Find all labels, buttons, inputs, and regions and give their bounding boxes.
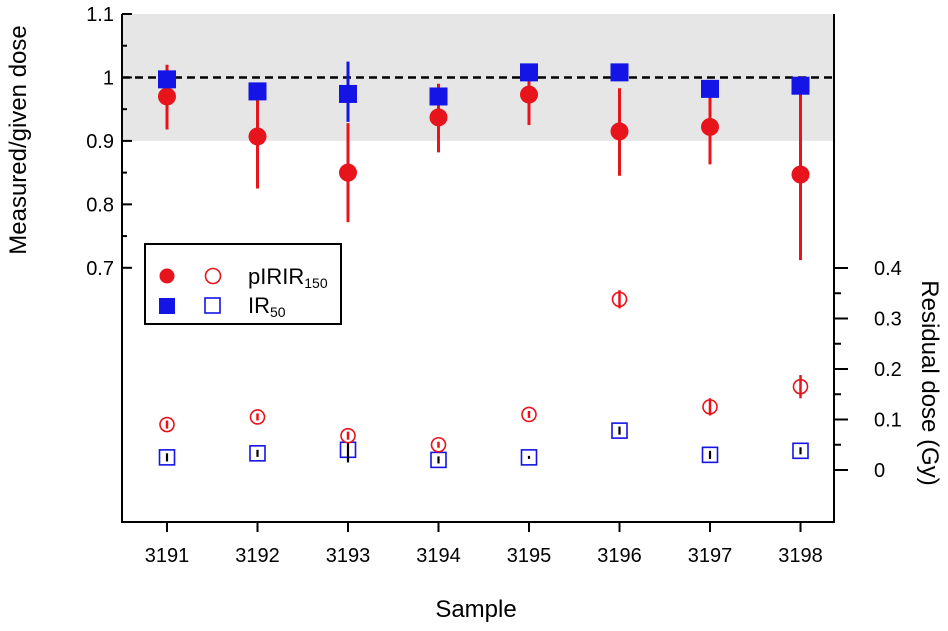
- right-tick-label: 0.3: [874, 309, 902, 331]
- x-tick-label: 3193: [326, 545, 371, 567]
- right-tick-label: 0.1: [874, 410, 902, 432]
- right-axis-title: Residual dose (Gy): [916, 280, 943, 485]
- data-point: [791, 165, 810, 184]
- left-axis-title: Measured/given dose: [5, 25, 32, 254]
- series-2-open-circle: [159, 290, 809, 453]
- right-tick-label: 0: [874, 460, 885, 482]
- data-point: [429, 87, 448, 106]
- x-axis: 3191 3192 3193 3194 3195 3196 3197 3198: [145, 522, 823, 567]
- data-point: [520, 63, 538, 82]
- legend-ir-open-square: [204, 297, 221, 314]
- data-point: [701, 117, 719, 136]
- legend-ir-label: IR50: [248, 293, 286, 320]
- series-0-filled-circle: [158, 64, 810, 261]
- x-tick-label: 3191: [145, 545, 190, 567]
- x-tick-label: 3192: [235, 545, 280, 567]
- data-point: [701, 79, 719, 98]
- data-point: [429, 108, 448, 127]
- x-tick-label: 3198: [778, 545, 823, 567]
- left-axis: 0.7 0.8 0.9 1 1.1: [86, 4, 132, 280]
- left-tick-label: 0.9: [86, 131, 114, 153]
- right-tick-label: 0.2: [874, 359, 902, 381]
- data-point: [339, 84, 357, 103]
- legend-pirir-open-circle: [204, 267, 222, 285]
- right-tick-label: 0.4: [874, 258, 902, 280]
- x-tick-label: 3196: [597, 545, 642, 567]
- legend-ir-filled-square: [159, 298, 175, 314]
- data-point: [158, 70, 176, 89]
- left-tick-label: 0.8: [86, 194, 114, 216]
- series-3-open-square: [158, 422, 809, 469]
- data-point: [791, 76, 810, 95]
- x-tick-label: 3197: [688, 545, 733, 567]
- left-tick-label: 0.7: [86, 258, 114, 280]
- legend-pirir-label: pIRIR150: [248, 264, 328, 291]
- data-point: [248, 82, 267, 101]
- data-point: [610, 63, 629, 82]
- data-point: [158, 87, 176, 106]
- right-axis: 0 0.1 0.2 0.3 0.4: [834, 258, 902, 482]
- legend-box: [144, 243, 342, 325]
- series-1-filled-square: [158, 61, 810, 122]
- data-point: [520, 85, 538, 104]
- legend: pIRIR150 IR50: [144, 243, 342, 325]
- data-point: [248, 127, 267, 146]
- x-axis-title: Sample: [435, 596, 516, 623]
- left-tick-label: 1.1: [86, 4, 114, 26]
- data-point: [610, 122, 629, 141]
- series-layer: [158, 61, 810, 469]
- x-tick-label: 3194: [416, 545, 461, 567]
- left-tick-label: 1: [103, 67, 114, 89]
- x-tick-label: 3195: [507, 545, 552, 567]
- legend-pirir-filled-circle: [159, 268, 175, 284]
- data-point: [339, 163, 357, 182]
